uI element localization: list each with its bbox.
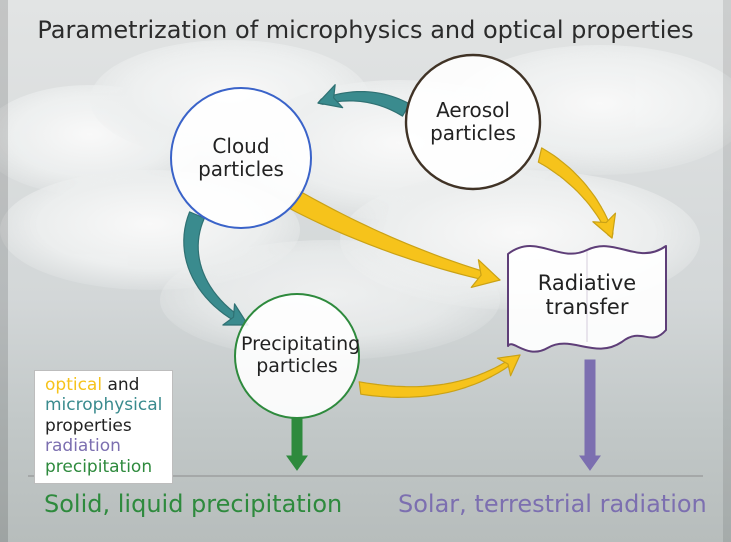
legend-line: properties — [45, 416, 162, 436]
legend-line: precipitation — [45, 457, 162, 477]
node-label-precip: Precipitatingparticles — [241, 334, 353, 378]
legend-line: radiation — [45, 436, 162, 456]
legend-line: microphysical — [45, 395, 162, 415]
output-label-radiation: Solar, terrestrial radiation — [398, 490, 707, 518]
legend-line: optical and — [45, 375, 162, 395]
node-label-cloud: Cloudparticles — [177, 135, 305, 181]
diagram-root: Parametrization of microphysics and opti… — [0, 0, 731, 542]
node-label-aerosol: Aerosolparticles — [412, 99, 534, 145]
node-label-radiative: Radiativetransfer — [520, 271, 654, 319]
legend-box: optical andmicrophysicalpropertiesradiat… — [34, 370, 173, 484]
output-label-precip: Solid, liquid precipitation — [44, 490, 342, 518]
